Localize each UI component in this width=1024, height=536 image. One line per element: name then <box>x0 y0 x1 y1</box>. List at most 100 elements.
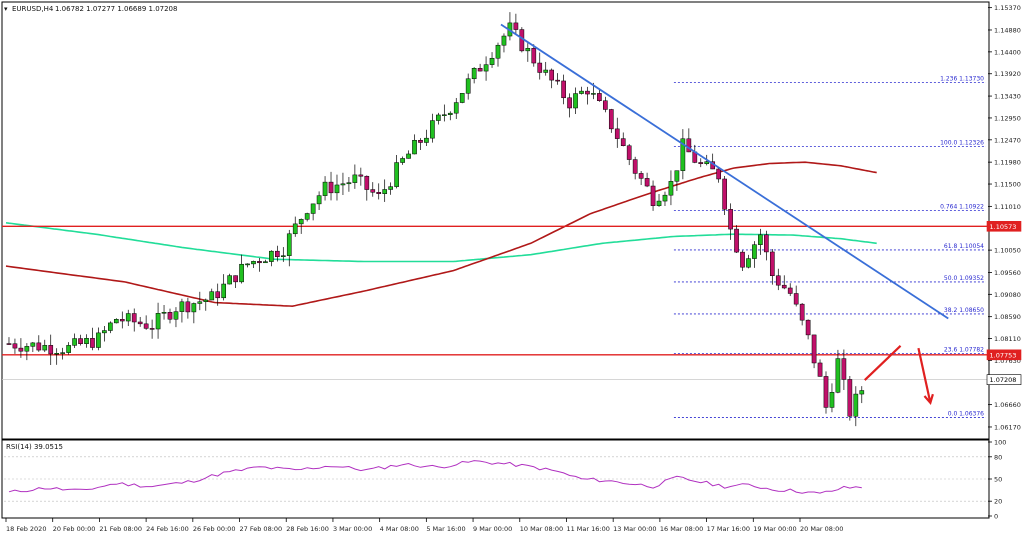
candle-bull <box>591 93 596 95</box>
y-tick-label: 1.06660 <box>994 401 1021 409</box>
candle-bear <box>817 362 823 377</box>
candle-bull <box>280 255 286 257</box>
candle-bull <box>424 137 429 143</box>
price-tag <box>986 374 1022 385</box>
candle-bear <box>513 22 519 30</box>
sma-slow-line <box>5 222 877 263</box>
candle-bull <box>161 312 167 314</box>
candle-bear <box>48 345 54 355</box>
rsi-path <box>8 460 862 494</box>
candle-bull <box>316 195 322 205</box>
x-tick-label: 20 Feb 00:00 <box>53 525 96 533</box>
x-tick-label: 9 Mar 00:00 <box>473 525 512 533</box>
y-tick-label: 1.06170 <box>994 423 1021 431</box>
symbol-dropdown-icon[interactable]: ▾ <box>4 5 8 13</box>
candle-bear <box>376 192 382 194</box>
rsi-tick-label: 20 <box>994 498 1002 506</box>
fibonacci-levels: 1.236 1.13730 100.0 1.12326 0.764 1.10922 6… <box>673 75 986 418</box>
fib-label: 61.8 1.10054 <box>944 243 984 250</box>
y-tick-label: 1.11010 <box>994 203 1021 211</box>
y-tick-label: 1.08590 <box>994 313 1021 321</box>
fib-label: 0.0 1.06376 <box>948 411 984 418</box>
candle-bull <box>662 194 668 202</box>
candle-bull <box>96 332 101 348</box>
x-tick-label: 10 Mar 08:00 <box>520 525 563 533</box>
y-tick-label: 1.14400 <box>994 48 1021 56</box>
candle-bear <box>167 312 173 320</box>
candle-bear <box>716 168 721 180</box>
candle-bear <box>823 376 829 408</box>
bearish-trendline[interactable] <box>500 23 949 320</box>
candle-bull <box>108 322 113 331</box>
candle-bull <box>543 69 549 73</box>
candle-bear <box>370 189 376 193</box>
candle-bear <box>6 343 12 345</box>
candle-bull <box>680 138 686 171</box>
candle-bull <box>60 352 65 354</box>
candle-bear <box>418 139 423 143</box>
candle-bull <box>752 244 757 259</box>
candle-bear <box>626 145 632 160</box>
candle-bear <box>358 174 364 177</box>
rsi-tick-label: 100 <box>994 439 1006 447</box>
candle-bear <box>638 173 644 179</box>
x-tick-label: 27 Feb 08:00 <box>240 525 283 533</box>
candle-bull <box>125 313 131 322</box>
rsi-tick-label: 50 <box>994 476 1002 484</box>
candle-bull <box>263 261 268 264</box>
forecast-arrows <box>864 345 934 406</box>
candle-bull <box>298 219 304 225</box>
candle-bear <box>149 328 155 330</box>
candle-bull <box>292 223 298 235</box>
candle-bear <box>608 109 614 130</box>
candle-bull <box>400 158 405 163</box>
candle-bear <box>764 234 769 253</box>
candle-bull <box>453 102 459 114</box>
candle-bear <box>847 379 853 417</box>
x-tick-label: 17 Mar 16:00 <box>707 525 750 533</box>
candle-bull <box>394 162 399 187</box>
y-tick-label: 1.11500 <box>994 181 1021 189</box>
x-tick-label: 11 Mar 16:00 <box>566 525 609 533</box>
candle-bear <box>119 319 125 322</box>
candle-bull <box>674 170 680 182</box>
y-tick-label: 1.13920 <box>994 70 1021 78</box>
ohlc-readout: 1.06782 1.07277 1.06689 1.07208 <box>55 5 177 13</box>
candle-bull <box>746 258 751 268</box>
candle-bear <box>531 48 537 64</box>
candle-bear <box>722 178 727 210</box>
candle-bull <box>42 345 48 351</box>
candle-bull <box>758 234 763 245</box>
x-tick-label: 20 Mar 08:00 <box>800 525 843 533</box>
candle-bear <box>257 261 262 264</box>
candle-bull <box>340 183 346 186</box>
candle-bull <box>322 181 328 196</box>
symbol-label: EURUSD,H4 <box>12 5 54 13</box>
candle-bear <box>775 275 781 286</box>
candle-bear <box>78 338 83 344</box>
y-tick-label: 1.13430 <box>994 93 1021 101</box>
candle-bull <box>465 78 471 94</box>
x-tick-label: 3 Mar 00:00 <box>333 525 372 533</box>
trendline[interactable] <box>500 23 949 320</box>
price-tag-label: 1.10573 <box>990 223 1017 231</box>
candle-bear <box>555 79 560 82</box>
candle-bear <box>811 334 817 364</box>
candle-bear <box>561 80 566 99</box>
y-tick-label: 1.09560 <box>994 269 1021 277</box>
candle-bear <box>650 185 656 206</box>
fib-label: 38.2 1.08650 <box>944 307 984 314</box>
candle-bear <box>644 178 650 187</box>
candle-bear <box>686 138 692 153</box>
candle-bull <box>310 203 316 214</box>
candle-bear <box>215 291 221 299</box>
candle-bull <box>72 338 77 346</box>
candle-bear <box>364 175 370 190</box>
y-tick-label: 1.08110 <box>994 335 1021 343</box>
rsi-line <box>4 456 988 502</box>
candle-bear <box>585 90 590 95</box>
candle-bull <box>441 114 447 116</box>
candle-bear <box>799 303 805 321</box>
candle-bear <box>328 181 334 194</box>
candle-bull <box>388 186 393 190</box>
